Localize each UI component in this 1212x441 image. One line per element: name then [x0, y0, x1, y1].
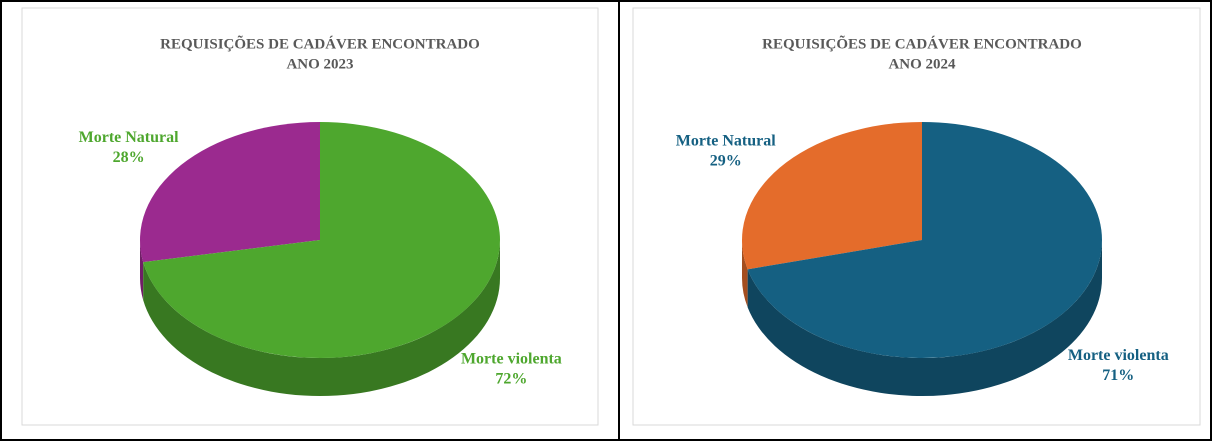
data-label-category: Morte Natural [79, 129, 180, 146]
data-label-value: 28% [113, 149, 145, 166]
chart-title: REQUISIÇÕES DE CADÁVER ENCONTRADO [762, 34, 1082, 52]
pie-slice [742, 122, 922, 270]
pie-slice [747, 122, 1103, 358]
pie-slice [139, 122, 320, 263]
pie-slice-side [742, 240, 748, 308]
data-label-category: Morte Natural [676, 132, 777, 149]
pie-slice-side [143, 240, 500, 397]
pie-slice-side [747, 240, 1102, 396]
chart-subtitle: ANO 2024 [888, 56, 956, 72]
data-label-value: 72% [495, 370, 527, 387]
pie-slice [143, 122, 500, 358]
data-label-value: 29% [710, 152, 742, 169]
chart-title: REQUISIÇÕES DE CADÁVER ENCONTRADO [160, 34, 480, 52]
data-label-category: Morte violenta [1068, 347, 1169, 364]
data-label-category: Morte violenta [461, 350, 562, 367]
pie-slice-side [140, 240, 144, 301]
data-label-value: 71% [1102, 367, 1134, 384]
chart-subtitle: ANO 2023 [286, 56, 353, 72]
